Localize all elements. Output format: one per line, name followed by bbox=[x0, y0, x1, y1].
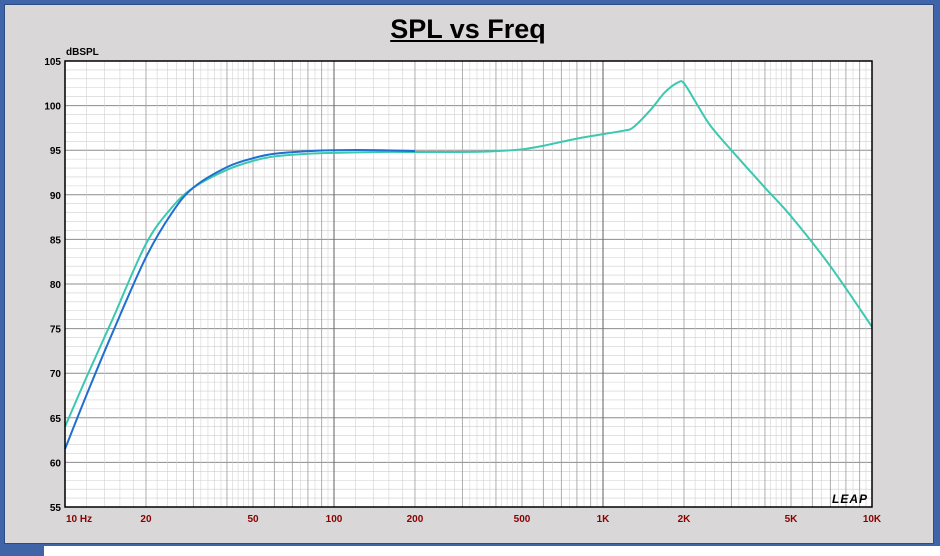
x-tick-label: 20 bbox=[140, 514, 152, 525]
y-tick-label: 60 bbox=[50, 458, 62, 469]
y-tick-label: 90 bbox=[50, 191, 62, 202]
y-tick-label: 105 bbox=[44, 57, 61, 68]
bottom-strip bbox=[40, 546, 940, 556]
x-tick-label: 500 bbox=[514, 514, 531, 525]
y-tick-label: 55 bbox=[50, 503, 62, 514]
x-tick-label: 2K bbox=[678, 514, 692, 525]
y-tick-label: 65 bbox=[50, 414, 62, 425]
y-tick-label: 75 bbox=[50, 325, 62, 336]
x-tick-label: 200 bbox=[407, 514, 424, 525]
x-tick-label: 5K bbox=[785, 514, 799, 525]
plot-border bbox=[64, 60, 873, 508]
y-tick-label: 85 bbox=[50, 235, 62, 246]
x-tick-label: 1K bbox=[597, 514, 611, 525]
y-tick-label: 100 bbox=[44, 102, 61, 113]
x-tick-label: 100 bbox=[326, 514, 343, 525]
y-tick-labels: 55 60 65 70 75 80 85 90 95 100 105 bbox=[44, 57, 61, 514]
x-tick-labels: 10 Hz 20 50 100 200 500 1K 2K 5K 10K bbox=[66, 514, 882, 525]
y-tick-label: 70 bbox=[50, 369, 62, 380]
y-tick-label: 95 bbox=[50, 146, 62, 157]
x-tick-label: 50 bbox=[247, 514, 259, 525]
y-tick-label: 80 bbox=[50, 280, 62, 291]
x-tick-label: 10 Hz bbox=[66, 514, 92, 525]
series-line-2 bbox=[64, 149, 416, 450]
y-axis-label: dBSPL bbox=[66, 47, 99, 58]
leap-logo: LEAP bbox=[832, 492, 868, 506]
series-layer bbox=[64, 80, 873, 450]
x-tick-label: 10K bbox=[863, 514, 882, 525]
chart-title: SPL vs Freq bbox=[390, 14, 546, 44]
